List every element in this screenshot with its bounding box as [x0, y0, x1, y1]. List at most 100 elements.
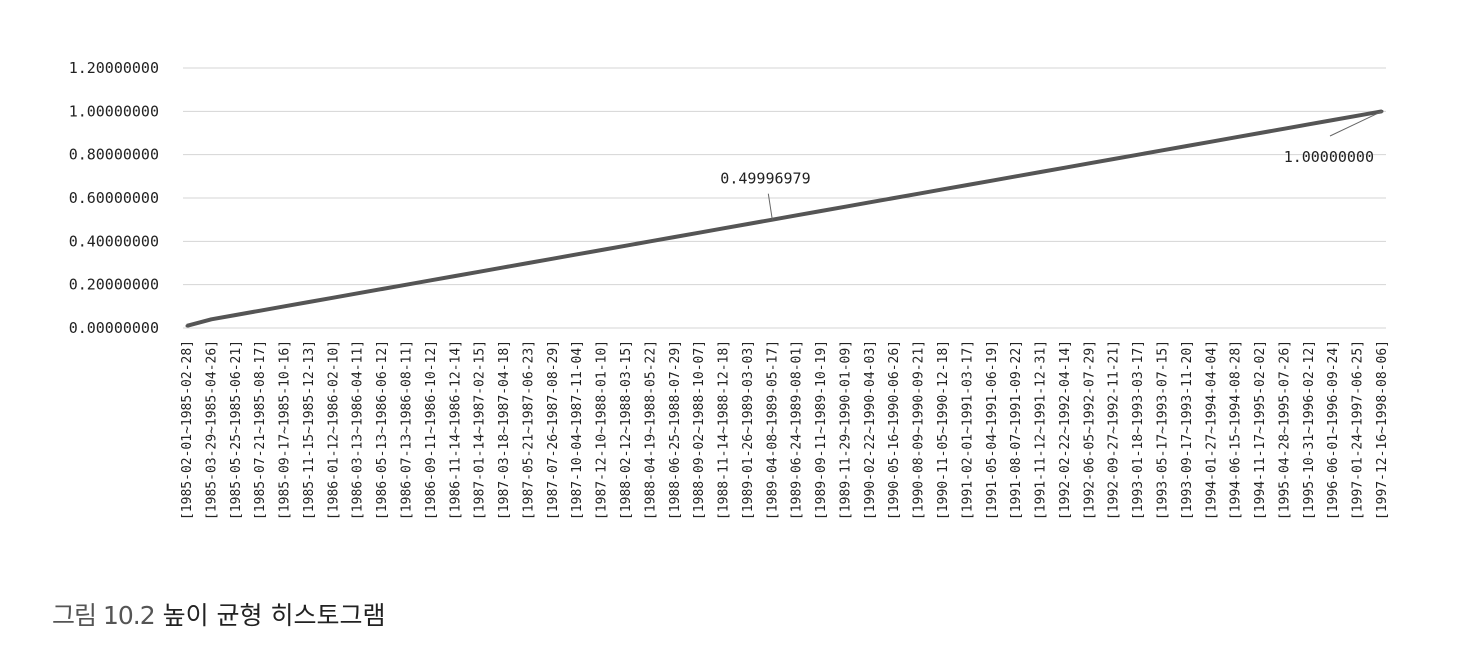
x-axis-ticks: [1985-02-01~1985-02-28] [1985-03-29~1985-…: [180, 340, 1390, 520]
data-point: [234, 313, 238, 317]
annotations: 0.49996979 1.00000000: [720, 110, 1383, 220]
data-point: [965, 183, 969, 187]
data-point: [722, 226, 726, 230]
x-tick-label: [1989-09-11~1989-10-19]: [814, 340, 829, 520]
x-tick-label: [1986-01-12~1986-02-10]: [326, 340, 341, 520]
data-point: [1209, 140, 1213, 144]
data-point: [624, 244, 628, 248]
data-point: [356, 291, 360, 295]
x-tick-label: [1997-12-16~1998-08-06]: [1375, 340, 1390, 520]
annotation-leader: [767, 193, 773, 220]
x-tick-label: [1986-07-13~1986-08-11]: [399, 340, 414, 520]
data-point: [746, 222, 750, 226]
data-point: [209, 317, 213, 321]
figure-label: 그림 10.2: [52, 601, 156, 630]
data-point: [429, 278, 433, 282]
x-tick-label: [1992-09-27~1992-11-21]: [1107, 340, 1122, 520]
data-point: [307, 300, 311, 304]
x-tick-label: [1990-02-22~1990-04-03]: [863, 340, 878, 520]
x-tick-label: [1994-06-15~1994-08-28]: [1229, 340, 1244, 520]
x-tick-label: [1987-10-04~1987-11-04]: [570, 340, 585, 520]
x-tick-label: [1994-01-27~1994-04-04]: [1204, 340, 1219, 520]
data-point: [1063, 166, 1067, 170]
y-tick-label: 1.20000000: [69, 59, 159, 77]
y-axis-ticks: 0.00000000 0.20000000 0.40000000 0.60000000…: [69, 59, 159, 337]
data-point: [283, 304, 287, 308]
x-tick-label: [1987-03-18~1987-04-18]: [497, 340, 512, 520]
x-tick-label: [1988-04-19~1988-05-22]: [643, 340, 658, 520]
x-tick-label: [1988-06-25~1988-07-29]: [668, 340, 683, 520]
data-point: [1282, 127, 1286, 131]
data-point: [575, 252, 579, 256]
x-tick-label: [1994-11-17~1995-02-02]: [1253, 340, 1268, 520]
x-tick-label: [1990-11-05~1990-12-18]: [936, 340, 951, 520]
x-tick-label: [1988-09-02~1988-10-07]: [692, 340, 707, 520]
data-point: [185, 324, 189, 328]
data-point: [478, 270, 482, 274]
x-tick-label: [1985-11-15~1985-12-13]: [302, 340, 317, 520]
gridlines: [183, 67, 1386, 329]
figure-caption: 그림 10.2 높이 균형 히스토그램: [52, 596, 385, 632]
x-tick-label: [1989-06-24~1989-08-01]: [790, 340, 805, 520]
data-point: [868, 200, 872, 204]
data-point: [1161, 148, 1165, 152]
x-tick-label: [1986-11-14~1986-12-14]: [448, 340, 463, 520]
data-point: [697, 231, 701, 235]
x-tick-label: [1990-08-09~1990-09-21]: [912, 340, 927, 520]
x-tick-label: [1985-05-25~1985-06-21]: [229, 340, 244, 520]
series-line: [186, 109, 1383, 328]
data-point: [1356, 114, 1360, 118]
data-point: [917, 192, 921, 196]
data-point: [1112, 157, 1116, 161]
data-point: [1087, 161, 1091, 165]
data-label: 1.00000000: [1284, 148, 1374, 166]
x-tick-label: [1993-05-17~1993-07-15]: [1156, 340, 1171, 520]
data-point: [990, 179, 994, 183]
data-point: [404, 283, 408, 287]
x-tick-label: [1991-05-04~1991-06-19]: [985, 340, 1000, 520]
x-tick-label: [1987-07-26~1987-08-29]: [546, 340, 561, 520]
x-tick-label: [1993-01-18~1993-03-17]: [1131, 340, 1146, 520]
line-chart: 0.00000000 0.20000000 0.40000000 0.60000000…: [69, 59, 1390, 520]
x-tick-label: [1992-02-22~1992-04-14]: [1058, 340, 1073, 520]
x-tick-label: [1996-06-01~1996-09-24]: [1326, 340, 1341, 520]
x-tick-label: [1990-05-16~1990-06-26]: [887, 340, 902, 520]
y-tick-label: 0.00000000: [69, 319, 159, 337]
data-point: [380, 287, 384, 291]
y-tick-label: 0.60000000: [69, 189, 159, 207]
x-tick-label: [1985-07-21~1985-08-17]: [253, 340, 268, 520]
data-point: [1331, 118, 1335, 122]
x-tick-label: [1989-11-29~1990-01-09]: [838, 340, 853, 520]
x-tick-label: [1995-04-28~1995-07-26]: [1277, 340, 1292, 520]
x-tick-label: [1985-02-01~1985-02-28]: [180, 340, 195, 520]
x-tick-label: [1985-03-29~1985-04-26]: [204, 340, 219, 520]
data-point: [1014, 174, 1018, 178]
data-point: [1258, 131, 1262, 135]
y-tick-label: 0.40000000: [69, 232, 159, 250]
data-point: [331, 296, 335, 300]
data-point: [941, 187, 945, 191]
data-point: [843, 205, 847, 209]
x-tick-label: [1988-11-14~1988-12-18]: [717, 340, 732, 520]
data-point: [795, 213, 799, 217]
x-tick-label: [1995-10-31~1996-02-12]: [1302, 340, 1317, 520]
data-point: [1136, 153, 1140, 157]
annotation-leader: [1329, 110, 1383, 137]
y-tick-label: 0.20000000: [69, 276, 159, 294]
x-tick-label: [1987-01-14~1987-02-15]: [473, 340, 488, 520]
x-tick-label: [1986-09-11~1986-10-12]: [424, 340, 439, 520]
x-tick-label: [1991-02-01~1991-03-17]: [960, 340, 975, 520]
x-tick-label: [1997-01-24~1997-06-25]: [1351, 340, 1366, 520]
data-label: 0.49996979: [720, 170, 810, 188]
data-point: [1307, 122, 1311, 126]
data-point: [819, 209, 823, 213]
data-point: [648, 239, 652, 243]
x-tick-label: [1987-12-10~1988-01-10]: [595, 340, 610, 520]
x-tick-label: [1992-06-05~1992-07-29]: [1082, 340, 1097, 520]
data-point: [1185, 144, 1189, 148]
data-point: [258, 309, 262, 313]
data-point: [453, 274, 457, 278]
data-point: [600, 248, 604, 252]
x-tick-label: [1988-02-12~1988-03-15]: [619, 340, 634, 520]
x-tick-label: [1991-08-07~1991-09-22]: [1009, 340, 1024, 520]
